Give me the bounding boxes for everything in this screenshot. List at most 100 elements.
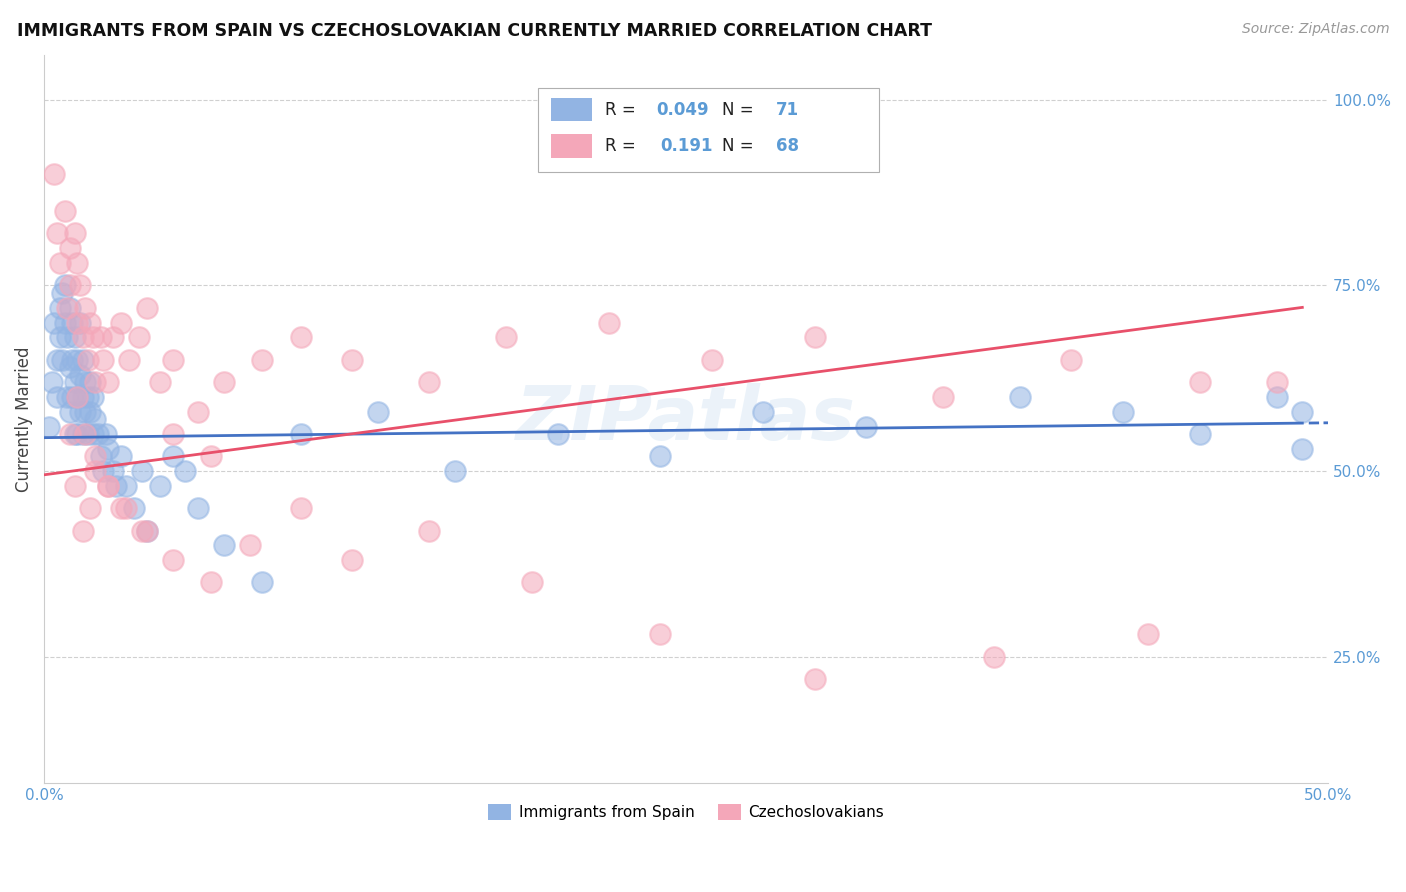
Point [84, 375, 107, 389]
Point [418, 375, 440, 389]
Point [48, 301, 70, 315]
Point [76, 426, 98, 441]
Point [162, 553, 184, 567]
Point [418, 524, 440, 538]
Point [66, 426, 89, 441]
Point [367, 405, 389, 419]
Point [79, 316, 101, 330]
Point [51, 285, 73, 300]
Point [63, 330, 86, 344]
Text: ZIPatlas: ZIPatlas [516, 383, 856, 456]
Point [66, 256, 89, 270]
Point [1137, 627, 1160, 641]
Point [200, 449, 222, 463]
Point [63, 426, 86, 441]
Point [53, 316, 76, 330]
Text: 0.049: 0.049 [657, 101, 709, 119]
Point [51, 352, 73, 367]
Point [75, 426, 97, 441]
Point [115, 501, 138, 516]
Point [290, 501, 312, 516]
Point [79, 405, 101, 419]
Text: 0.191: 0.191 [661, 137, 713, 155]
Point [598, 316, 620, 330]
Point [1291, 405, 1313, 419]
Point [59, 405, 82, 419]
Point [149, 479, 172, 493]
Point [1008, 390, 1031, 404]
Point [56, 390, 79, 404]
Point [103, 464, 125, 478]
Point [97, 442, 120, 456]
Point [122, 501, 145, 516]
Point [97, 375, 120, 389]
Point [200, 575, 222, 590]
Point [252, 352, 274, 367]
Point [56, 330, 79, 344]
Point [59, 278, 82, 293]
Point [650, 627, 672, 641]
Point [91, 352, 114, 367]
Point [238, 538, 260, 552]
Point [135, 524, 157, 538]
Text: N =: N = [723, 137, 759, 155]
Point [105, 479, 128, 493]
Point [59, 241, 82, 255]
Point [46, 390, 69, 404]
Point [97, 479, 120, 493]
Point [115, 479, 138, 493]
Point [72, 330, 94, 344]
Point [69, 316, 91, 330]
Point [118, 352, 141, 367]
Point [342, 553, 364, 567]
Point [38, 419, 60, 434]
Point [803, 672, 825, 686]
Point [135, 524, 157, 538]
Y-axis label: Currently Married: Currently Married [15, 346, 32, 491]
Point [63, 375, 86, 389]
Bar [551, 98, 592, 121]
Point [63, 227, 86, 241]
Point [48, 330, 70, 344]
Point [53, 278, 76, 293]
Point [1188, 375, 1211, 389]
Point [75, 405, 97, 419]
Point [212, 538, 235, 552]
Point [110, 316, 132, 330]
Point [82, 390, 104, 404]
Point [72, 524, 94, 538]
Point [56, 301, 79, 315]
Point [66, 390, 89, 404]
Point [82, 426, 104, 441]
Point [59, 301, 82, 315]
Point [84, 449, 107, 463]
Point [41, 375, 63, 389]
Bar [551, 135, 592, 158]
Point [60, 316, 83, 330]
Point [60, 352, 83, 367]
Point [66, 390, 89, 404]
Point [1188, 426, 1211, 441]
Point [46, 227, 69, 241]
Point [983, 649, 1005, 664]
Point [131, 524, 153, 538]
Point [187, 405, 209, 419]
Text: N =: N = [723, 101, 759, 119]
Point [69, 278, 91, 293]
Point [252, 575, 274, 590]
Text: IMMIGRANTS FROM SPAIN VS CZECHOSLOVAKIAN CURRENTLY MARRIED CORRELATION CHART: IMMIGRANTS FROM SPAIN VS CZECHOSLOVAKIAN… [17, 22, 932, 40]
Point [46, 352, 69, 367]
Point [520, 575, 543, 590]
Text: R =: R = [605, 137, 647, 155]
Point [103, 330, 125, 344]
Point [69, 405, 91, 419]
Point [342, 352, 364, 367]
Point [187, 501, 209, 516]
Point [547, 426, 569, 441]
Point [48, 256, 70, 270]
Point [162, 352, 184, 367]
Point [60, 390, 83, 404]
Point [82, 330, 104, 344]
Point [149, 375, 172, 389]
Point [44, 167, 66, 181]
